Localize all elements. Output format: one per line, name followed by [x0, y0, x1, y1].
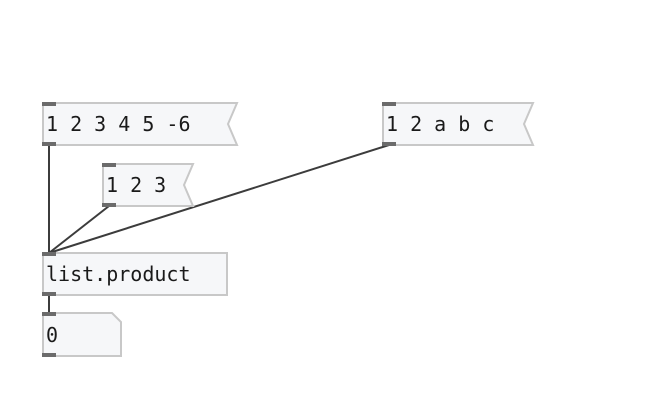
message-box-shape [102, 163, 195, 207]
cord-msg-c-to-list-product[interactable] [48, 144, 390, 254]
object-outlet[interactable] [42, 292, 56, 296]
message-outlet[interactable] [382, 142, 396, 146]
object-inlet[interactable] [42, 252, 56, 256]
message-box-list-b[interactable]: 1 2 3 [102, 163, 195, 207]
message-inlet[interactable] [102, 163, 116, 167]
object-box-shape [42, 252, 228, 296]
message-box-shape [382, 102, 535, 146]
message-inlet[interactable] [42, 102, 56, 106]
message-outlet[interactable] [102, 203, 116, 207]
object-text: list.product [46, 262, 191, 286]
number-inlet[interactable] [42, 312, 56, 316]
number-value: 0 [46, 322, 59, 347]
message-box-shape [42, 102, 239, 146]
number-outlet[interactable] [42, 353, 56, 357]
message-inlet[interactable] [382, 102, 396, 106]
number-box-shape [42, 312, 122, 357]
cord-msg-b-to-list-product[interactable] [48, 205, 110, 254]
message-outlet[interactable] [42, 142, 56, 146]
message-text: 1 2 3 [106, 173, 167, 197]
message-text: 1 2 3 4 5 -6 [46, 112, 191, 136]
message-box-list-a[interactable]: 1 2 3 4 5 -6 [42, 102, 239, 146]
number-box[interactable]: 0 [42, 312, 122, 357]
message-box-list-c[interactable]: 1 2 a b c [382, 102, 535, 146]
message-text: 1 2 a b c [386, 112, 495, 136]
object-box-list-product[interactable]: list.product [42, 252, 228, 296]
